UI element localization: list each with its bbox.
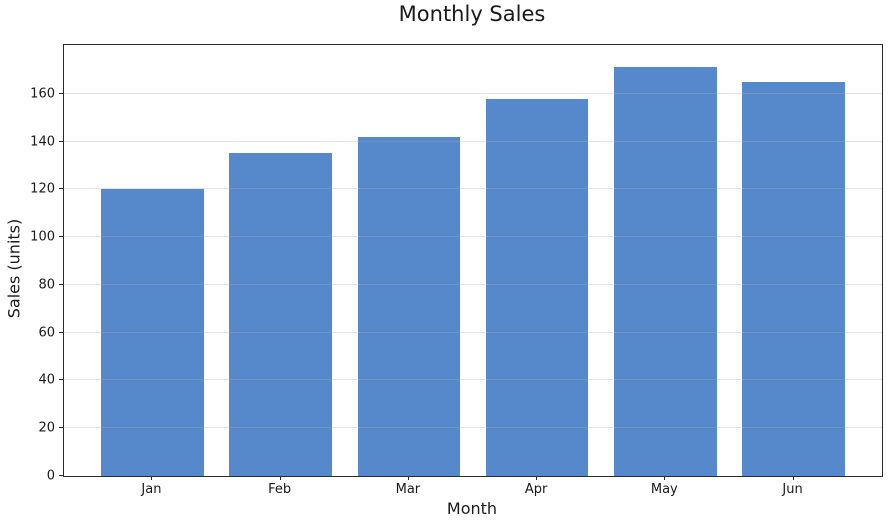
y-tick-mark-40 [59, 379, 63, 381]
y-tick-label-160: 160 [30, 86, 55, 102]
plot-area [63, 44, 883, 477]
x-tick-mark-jun [792, 476, 794, 480]
x-tick-mark-jan [151, 476, 153, 480]
bar-feb [229, 153, 332, 476]
gridline-y-160 [64, 92, 882, 94]
x-tick-mark-feb [279, 476, 281, 480]
x-tick-label-feb: Feb [268, 482, 292, 497]
bar-jun [742, 81, 845, 476]
x-tick-label-may: May [650, 482, 678, 497]
y-tick-mark-80 [59, 283, 63, 285]
y-tick-mark-120 [59, 188, 63, 190]
bar-may [614, 67, 717, 476]
y-tick-mark-140 [59, 140, 63, 142]
x-tick-label-jan: Jan [141, 482, 162, 497]
y-tick-label-80: 80 [38, 277, 55, 293]
x-tick-mark-apr [536, 476, 538, 480]
chart-title: Monthly Sales [398, 2, 546, 26]
gridline-y-120 [64, 188, 882, 190]
y-tick-label-120: 120 [30, 181, 55, 197]
x-tick-label-mar: Mar [395, 482, 421, 497]
gridline-y-20 [64, 427, 882, 429]
y-tick-mark-100 [59, 236, 63, 238]
y-tick-label-0: 0 [46, 468, 55, 484]
gridline-y-60 [64, 331, 882, 333]
bar-mar [357, 136, 461, 476]
y-tick-mark-160 [59, 92, 63, 94]
gridline-y-40 [64, 379, 882, 381]
gridline-y-100 [64, 236, 882, 238]
y-tick-label-60: 60 [38, 325, 55, 341]
y-tick-mark-20 [59, 427, 63, 429]
y-tick-mark-0 [59, 475, 63, 476]
gridline-y-80 [64, 283, 882, 285]
gridline-y-140 [64, 140, 882, 142]
y-tick-mark-60 [59, 331, 63, 333]
bar-jan [101, 189, 204, 476]
bar-apr [485, 98, 589, 476]
y-tick-label-20: 20 [38, 420, 55, 436]
x-tick-mark-mar [407, 476, 409, 480]
x-tick-label-apr: Apr [524, 482, 548, 497]
x-tick-mark-may [664, 476, 666, 480]
y-tick-label-40: 40 [38, 372, 55, 388]
x-axis-label: Month [446, 499, 498, 518]
x-tick-label-jun: Jun [782, 482, 803, 497]
y-tick-label-100: 100 [30, 229, 55, 245]
y-tick-label-140: 140 [30, 134, 55, 150]
